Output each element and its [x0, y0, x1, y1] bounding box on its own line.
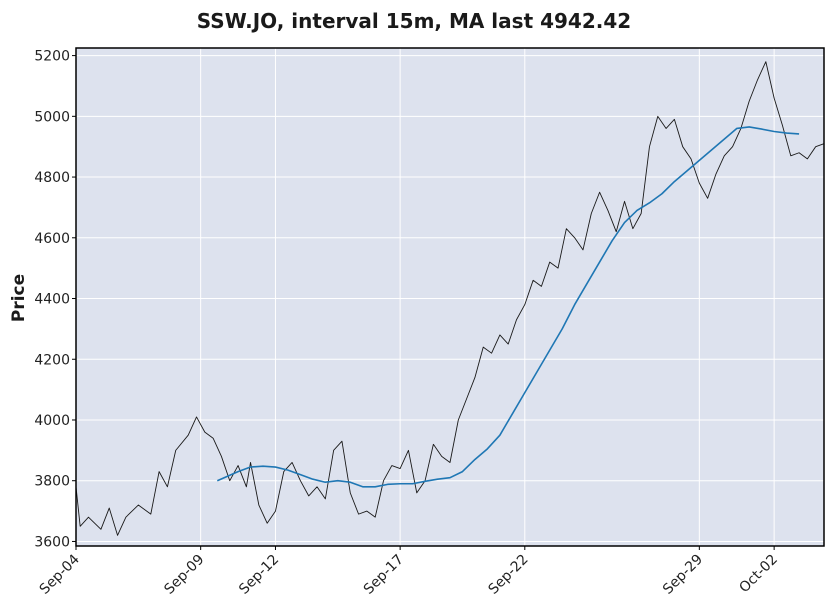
y-axis-label: Price [9, 274, 29, 322]
x-tick-label: Sep-04 [37, 551, 83, 597]
y-tick-label: 5200 [34, 49, 70, 65]
y-tick-label: 5000 [34, 109, 70, 125]
chart-title: SSW.JO, interval 15m, MA last 4942.42 [197, 9, 631, 33]
price-line [75, 61, 825, 536]
y-tick-label: 4400 [34, 292, 70, 308]
y-tick-label: 4200 [34, 352, 70, 368]
moving-average-line [216, 126, 800, 488]
y-tick-label: 3600 [34, 534, 70, 550]
y-tick-label: 4600 [34, 231, 70, 247]
plot-frame [75, 47, 825, 547]
plot-area [76, 48, 824, 546]
x-tick-label: Oct-02 [736, 552, 781, 597]
x-tick-label: Sep-17 [361, 552, 407, 598]
x-tick-label: Sep-29 [660, 552, 706, 598]
x-tick-label: Sep-12 [236, 552, 282, 598]
x-tick-label: Sep-22 [485, 552, 531, 598]
y-tick-label: 4000 [34, 413, 70, 429]
y-tick-label: 3800 [34, 474, 70, 490]
x-tick-label: Sep-09 [161, 552, 207, 598]
y-tick-label: 4800 [34, 170, 70, 186]
